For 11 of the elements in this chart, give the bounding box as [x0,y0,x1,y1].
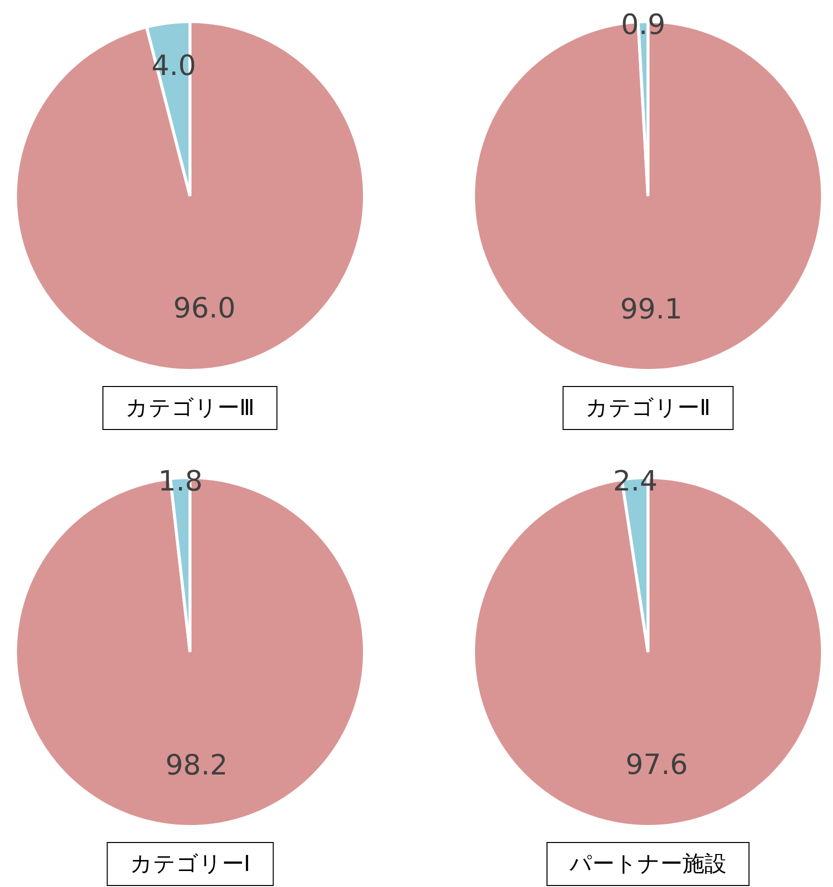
text: カテゴリーⅠ [106,842,274,886]
data-label: 98.2 [165,748,228,782]
text: カテゴリーⅡ [562,386,734,430]
data-label: 96.0 [173,292,236,325]
data-label: 0.9 [620,8,666,42]
data-label: 2.4 [612,464,658,498]
text: カテゴリーⅢ [102,386,278,430]
data-label: 99.1 [620,292,682,326]
text: パートナー施設 [546,842,750,886]
data-label: 97.6 [626,748,688,782]
data-label: 1.8 [158,464,203,498]
